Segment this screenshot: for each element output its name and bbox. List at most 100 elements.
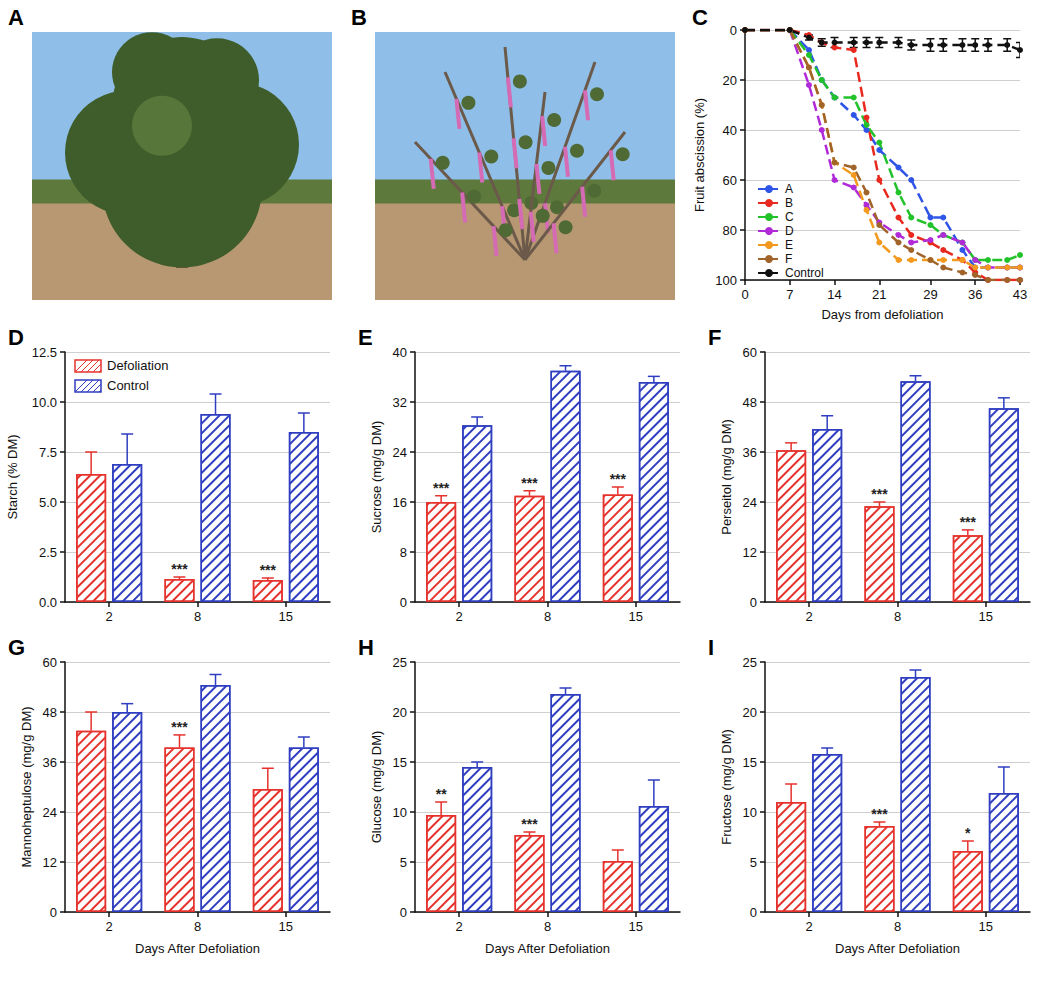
svg-text:7: 7 <box>786 287 793 302</box>
svg-text:F: F <box>708 325 721 350</box>
svg-text:20: 20 <box>723 73 737 88</box>
svg-text:15: 15 <box>393 755 407 770</box>
svg-text:Days After Defoliation: Days After Defoliation <box>135 941 260 956</box>
svg-text:8: 8 <box>894 919 901 934</box>
svg-text:0: 0 <box>750 595 757 610</box>
svg-text:D: D <box>8 325 24 350</box>
svg-text:40: 40 <box>393 345 407 360</box>
svg-text:20: 20 <box>393 705 407 720</box>
svg-text:0: 0 <box>730 23 737 38</box>
svg-text:2.5: 2.5 <box>39 545 57 560</box>
svg-text:8: 8 <box>894 609 901 624</box>
svg-text:Control: Control <box>785 266 824 280</box>
svg-text:25: 25 <box>743 655 757 670</box>
svg-text:***: *** <box>521 475 538 491</box>
svg-text:2: 2 <box>806 919 813 934</box>
svg-text:15: 15 <box>979 609 993 624</box>
svg-text:Mannoheptulose (mg/g DM): Mannoheptulose (mg/g DM) <box>19 706 34 867</box>
svg-text:*: * <box>965 825 971 841</box>
svg-text:Days After Defoliation: Days After Defoliation <box>485 941 610 956</box>
svg-text:H: H <box>358 635 374 660</box>
svg-text:29: 29 <box>923 287 937 302</box>
svg-text:15: 15 <box>629 919 643 934</box>
svg-text:2: 2 <box>456 609 463 624</box>
svg-text:E: E <box>785 238 793 252</box>
svg-text:C: C <box>785 210 794 224</box>
svg-text:48: 48 <box>743 395 757 410</box>
svg-text:24: 24 <box>43 805 57 820</box>
svg-text:10: 10 <box>393 805 407 820</box>
svg-text:I: I <box>708 635 714 660</box>
svg-text:10.0: 10.0 <box>32 395 57 410</box>
svg-text:15: 15 <box>279 919 293 934</box>
svg-text:15: 15 <box>629 609 643 624</box>
svg-text:12.5: 12.5 <box>32 345 57 360</box>
svg-text:B: B <box>351 5 367 30</box>
svg-text:12: 12 <box>43 855 57 870</box>
svg-text:48: 48 <box>43 705 57 720</box>
svg-text:24: 24 <box>393 445 407 460</box>
svg-text:5: 5 <box>400 855 407 870</box>
svg-text:Days from defoliation: Days from defoliation <box>821 307 943 322</box>
svg-text:**: ** <box>436 786 447 802</box>
svg-text:15: 15 <box>743 755 757 770</box>
svg-text:60: 60 <box>743 345 757 360</box>
svg-text:36: 36 <box>743 445 757 460</box>
svg-text:Defoliation: Defoliation <box>107 358 168 373</box>
svg-text:***: *** <box>610 471 627 487</box>
svg-text:***: *** <box>171 719 188 735</box>
svg-text:Fructose (mg/g DM): Fructose (mg/g DM) <box>719 729 734 845</box>
svg-text:2: 2 <box>106 919 113 934</box>
svg-text:32: 32 <box>393 395 407 410</box>
svg-text:0: 0 <box>400 905 407 920</box>
svg-text:0: 0 <box>741 287 748 302</box>
svg-text:15: 15 <box>279 609 293 624</box>
svg-text:2: 2 <box>106 609 113 624</box>
svg-text:E: E <box>358 325 373 350</box>
svg-text:C: C <box>692 5 708 30</box>
svg-text:Days After Defoliation: Days After Defoliation <box>835 941 960 956</box>
svg-text:F: F <box>785 252 792 266</box>
svg-text:24: 24 <box>743 495 757 510</box>
svg-text:A: A <box>785 182 793 196</box>
svg-text:100: 100 <box>715 273 737 288</box>
svg-text:***: *** <box>871 806 888 822</box>
svg-text:0: 0 <box>50 905 57 920</box>
svg-text:5: 5 <box>750 855 757 870</box>
svg-text:***: *** <box>960 514 977 530</box>
svg-text:***: *** <box>433 480 450 496</box>
svg-text:Fruit abscission (%): Fruit abscission (%) <box>692 98 707 212</box>
svg-text:7.5: 7.5 <box>39 445 57 460</box>
svg-text:20: 20 <box>743 705 757 720</box>
svg-text:0: 0 <box>400 595 407 610</box>
svg-text:Sucrose (mg/g DM): Sucrose (mg/g DM) <box>369 421 384 534</box>
svg-text:0: 0 <box>750 905 757 920</box>
svg-text:Perseitol (mg/g DM): Perseitol (mg/g DM) <box>719 419 734 535</box>
svg-text:Control: Control <box>107 378 149 393</box>
svg-text:D: D <box>785 224 794 238</box>
svg-text:8: 8 <box>194 609 201 624</box>
svg-text:16: 16 <box>393 495 407 510</box>
svg-text:40: 40 <box>723 123 737 138</box>
svg-text:A: A <box>8 5 24 30</box>
svg-text:2: 2 <box>806 609 813 624</box>
svg-text:5.0: 5.0 <box>39 495 57 510</box>
svg-text:Starch (% DM): Starch (% DM) <box>5 434 20 519</box>
svg-text:8: 8 <box>544 609 551 624</box>
svg-text:60: 60 <box>723 173 737 188</box>
svg-text:80: 80 <box>723 223 737 238</box>
svg-text:***: *** <box>171 561 188 577</box>
svg-text:***: *** <box>521 816 538 832</box>
svg-text:B: B <box>785 196 793 210</box>
svg-text:8: 8 <box>544 919 551 934</box>
svg-text:8: 8 <box>194 919 201 934</box>
svg-text:Glucose (mg/g DM): Glucose (mg/g DM) <box>369 731 384 844</box>
svg-text:14: 14 <box>827 287 841 302</box>
svg-text:***: *** <box>871 486 888 502</box>
svg-text:36: 36 <box>968 287 982 302</box>
svg-text:0.0: 0.0 <box>39 595 57 610</box>
svg-text:10: 10 <box>743 805 757 820</box>
svg-text:21: 21 <box>872 287 886 302</box>
svg-text:G: G <box>8 635 25 660</box>
svg-text:2: 2 <box>456 919 463 934</box>
